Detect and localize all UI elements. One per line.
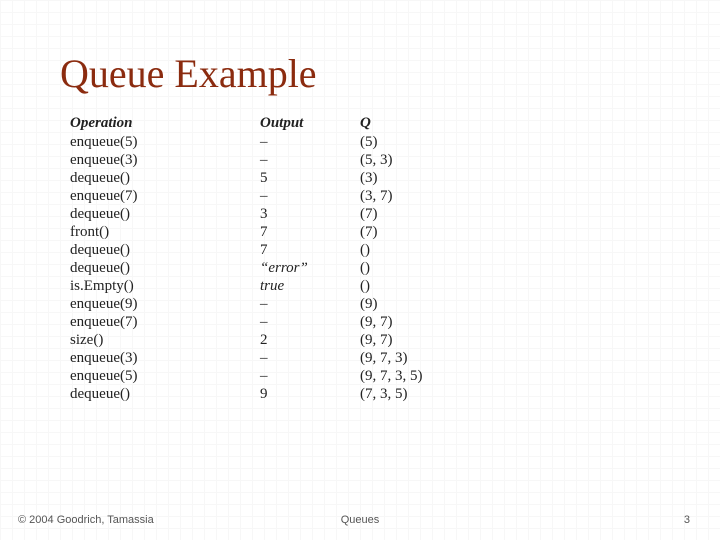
cell-queue: (7)	[360, 206, 510, 224]
cell-operation: front()	[70, 224, 260, 242]
cell-queue: (7, 3, 5)	[360, 386, 510, 404]
queue-trace-table: Operation Output Q enqueue(5)–(5)enqueue…	[70, 115, 510, 404]
cell-queue: (3, 7)	[360, 188, 510, 206]
slide-title: Queue Example	[60, 50, 660, 97]
cell-output: 7	[260, 224, 360, 242]
cell-output: –	[260, 296, 360, 314]
table-row: dequeue()9(7, 3, 5)	[70, 386, 510, 404]
cell-output: 7	[260, 242, 360, 260]
cell-operation: is.Empty()	[70, 278, 260, 296]
col-header-output: Output	[260, 115, 360, 134]
cell-output: true	[260, 278, 360, 296]
cell-operation: enqueue(7)	[70, 314, 260, 332]
cell-queue: (9, 7, 3)	[360, 350, 510, 368]
cell-queue: (9, 7)	[360, 314, 510, 332]
col-header-operation: Operation	[70, 115, 260, 134]
cell-operation: dequeue()	[70, 386, 260, 404]
cell-operation: enqueue(7)	[70, 188, 260, 206]
table-row: enqueue(9)–(9)	[70, 296, 510, 314]
cell-queue: (3)	[360, 170, 510, 188]
table-row: enqueue(5)–(9, 7, 3, 5)	[70, 368, 510, 386]
cell-output: 3	[260, 206, 360, 224]
table-row: dequeue()3(7)	[70, 206, 510, 224]
cell-operation: enqueue(5)	[70, 368, 260, 386]
footer-center: Queues	[0, 514, 720, 526]
cell-output: “error”	[260, 260, 360, 278]
cell-queue: (9, 7)	[360, 332, 510, 350]
cell-operation: size()	[70, 332, 260, 350]
cell-output: –	[260, 188, 360, 206]
cell-operation: enqueue(5)	[70, 134, 260, 152]
cell-output: –	[260, 134, 360, 152]
trace-table-wrap: Operation Output Q enqueue(5)–(5)enqueue…	[70, 115, 660, 404]
cell-output: 9	[260, 386, 360, 404]
cell-operation: dequeue()	[70, 260, 260, 278]
cell-output: –	[260, 152, 360, 170]
cell-queue: ()	[360, 242, 510, 260]
table-row: enqueue(5)–(5)	[70, 134, 510, 152]
col-header-queue: Q	[360, 115, 510, 134]
table-row: dequeue()7()	[70, 242, 510, 260]
cell-queue: (5)	[360, 134, 510, 152]
table-row: enqueue(7)–(9, 7)	[70, 314, 510, 332]
cell-operation: enqueue(9)	[70, 296, 260, 314]
cell-queue: (5, 3)	[360, 152, 510, 170]
table-row: enqueue(3)–(5, 3)	[70, 152, 510, 170]
table-row: dequeue()“error”()	[70, 260, 510, 278]
cell-output: –	[260, 350, 360, 368]
table-row: is.Empty()true()	[70, 278, 510, 296]
table-header-row: Operation Output Q	[70, 115, 510, 134]
cell-operation: enqueue(3)	[70, 152, 260, 170]
cell-queue: (9, 7, 3, 5)	[360, 368, 510, 386]
table-row: enqueue(7)–(3, 7)	[70, 188, 510, 206]
table-row: dequeue()5(3)	[70, 170, 510, 188]
cell-output: 5	[260, 170, 360, 188]
cell-queue: ()	[360, 278, 510, 296]
table-row: size()2(9, 7)	[70, 332, 510, 350]
cell-operation: dequeue()	[70, 206, 260, 224]
cell-output: –	[260, 368, 360, 386]
footer-page-number: 3	[684, 514, 690, 526]
cell-queue: ()	[360, 260, 510, 278]
cell-operation: dequeue()	[70, 242, 260, 260]
cell-output: –	[260, 314, 360, 332]
cell-operation: enqueue(3)	[70, 350, 260, 368]
table-row: front()7(7)	[70, 224, 510, 242]
table-row: enqueue(3)–(9, 7, 3)	[70, 350, 510, 368]
cell-output: 2	[260, 332, 360, 350]
cell-queue: (7)	[360, 224, 510, 242]
cell-operation: dequeue()	[70, 170, 260, 188]
cell-queue: (9)	[360, 296, 510, 314]
